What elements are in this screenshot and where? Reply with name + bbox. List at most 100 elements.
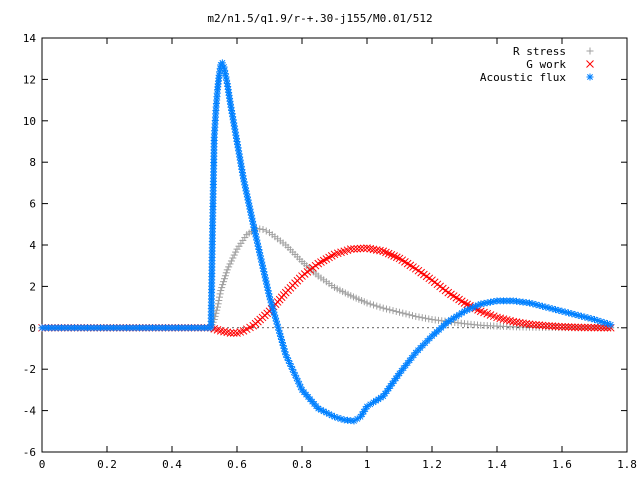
data-point (577, 323, 586, 332)
data-point (366, 300, 374, 308)
data-point (220, 278, 228, 286)
data-point (215, 293, 223, 301)
x-tick-label: 0.6 (227, 458, 247, 471)
data-point (392, 307, 400, 315)
data-point (225, 263, 233, 271)
series-g-work (38, 244, 615, 337)
data-point (376, 303, 384, 311)
data-point (214, 303, 221, 311)
data-point (581, 313, 589, 321)
data-point (418, 314, 426, 322)
y-tick-label: 0 (29, 322, 36, 335)
data-point (552, 306, 559, 314)
data-point (353, 415, 361, 423)
data-point (532, 321, 540, 329)
data-point (564, 323, 573, 331)
data-point (226, 329, 235, 337)
data-point (218, 284, 226, 292)
data-point (580, 323, 589, 332)
y-tick-label: 8 (29, 156, 36, 169)
data-point (515, 318, 524, 327)
data-point (220, 63, 228, 71)
data-point (590, 323, 599, 332)
data-point (574, 323, 583, 332)
legend-label: Acoustic flux (480, 71, 566, 84)
x-tick-label: 0.8 (292, 458, 312, 471)
y-tick-label: -2 (23, 363, 36, 376)
data-point (372, 246, 381, 254)
legend-label: R stress (513, 45, 566, 58)
data-point (392, 253, 401, 262)
x-tick-label: 1.4 (487, 458, 507, 471)
data-point (219, 281, 227, 289)
plot-frame (41, 37, 628, 453)
data-point (405, 311, 413, 319)
data-point (390, 252, 398, 260)
data-point (373, 302, 381, 310)
data-point (567, 323, 576, 331)
data-point (346, 245, 355, 253)
data-point (545, 322, 553, 330)
x-tick-label: 0.4 (162, 458, 182, 471)
data-point (232, 248, 240, 256)
data-point (222, 269, 230, 277)
x-tick-label: 1 (364, 458, 371, 471)
data-point (215, 296, 223, 304)
data-point (383, 305, 390, 313)
data-point (226, 260, 234, 268)
y-tick-label: -4 (23, 405, 37, 418)
data-point (221, 272, 229, 280)
data-point (399, 309, 407, 317)
series-acoustic-flux (38, 59, 615, 425)
data-point (369, 245, 378, 254)
data-point (262, 227, 270, 235)
data-point (554, 322, 563, 331)
data-point (379, 304, 387, 312)
legend-marker (586, 47, 594, 55)
data-point (528, 320, 537, 329)
axis-ticks: 0 0.2 0.4 0.6 0.8 1 1.2 1.4 1.6 1.8 -6 -4 -2 0 2 4 6 8 10 1… (23, 32, 637, 471)
data-point (220, 327, 228, 336)
data-point (227, 257, 235, 265)
data-point (593, 323, 602, 332)
data-point (220, 275, 228, 283)
data-point (384, 249, 393, 258)
data-point (356, 244, 365, 253)
chart-title: m2/n1.5/q1.9/r-+.30-j155/M0.01/512 (207, 12, 432, 25)
data-point (402, 310, 410, 318)
x-tick-label: 1.2 (422, 458, 442, 471)
data-point (409, 312, 416, 320)
data-point (551, 322, 560, 331)
data-point (535, 321, 544, 330)
data-point (597, 323, 605, 332)
x-tick-label: 0 (39, 458, 46, 471)
data-point (415, 313, 423, 321)
series-layer (38, 59, 615, 425)
data-point (389, 307, 397, 315)
data-point (396, 308, 403, 316)
data-point (359, 244, 368, 253)
data-point (223, 266, 231, 274)
y-tick-label: -6 (23, 446, 36, 459)
y-tick-label: 14 (23, 32, 37, 45)
data-point (213, 306, 221, 314)
y-tick-label: 2 (29, 280, 36, 293)
data-point (382, 248, 390, 257)
data-point (379, 247, 388, 256)
data-point (214, 300, 222, 308)
data-point (597, 318, 605, 326)
data-point (337, 415, 345, 423)
data-point (235, 150, 243, 158)
data-point (587, 323, 596, 332)
data-point (519, 319, 527, 328)
data-point (363, 244, 371, 252)
y-tick-label: 6 (29, 198, 36, 211)
y-tick-label: 10 (23, 115, 36, 128)
y-tick-label: 12 (23, 73, 36, 86)
series-r-stress (38, 224, 615, 332)
data-point (256, 225, 264, 233)
data-point (353, 244, 362, 253)
data-point (230, 251, 238, 259)
